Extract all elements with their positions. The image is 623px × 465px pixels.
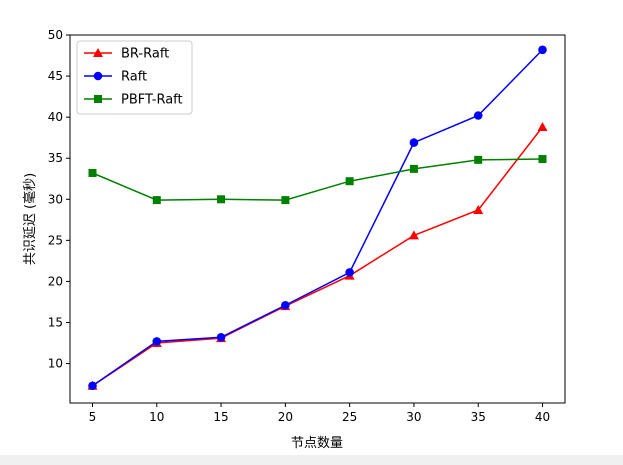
y-tick-label: 40 xyxy=(48,110,63,124)
data-point xyxy=(409,138,419,147)
data-point xyxy=(473,204,484,214)
data-point xyxy=(216,332,226,342)
y-tick-label: 35 xyxy=(48,151,63,165)
data-point xyxy=(88,169,97,177)
series-pbft-raft xyxy=(88,155,547,205)
x-tick-label: 15 xyxy=(213,410,228,424)
y-tick-label: 25 xyxy=(48,233,63,247)
data-point xyxy=(152,196,161,205)
y-tick-label: 45 xyxy=(48,69,63,83)
series-line xyxy=(92,158,543,201)
data-point xyxy=(537,122,548,131)
y-tick-label: 10 xyxy=(48,357,63,371)
data-point xyxy=(88,381,97,391)
x-tick-label: 30 xyxy=(406,410,421,424)
data-point xyxy=(217,195,226,204)
x-tick-label: 5 xyxy=(89,410,97,424)
legend-marker xyxy=(94,95,102,103)
x-tick-label: 40 xyxy=(535,410,550,424)
series-line xyxy=(92,126,544,387)
legend-marker xyxy=(93,48,103,57)
legend-entry: BR-Raft xyxy=(84,47,169,62)
x-tick-label: 20 xyxy=(278,410,293,424)
data-point xyxy=(281,300,290,310)
data-point xyxy=(538,155,547,164)
legend-label: Raft xyxy=(121,70,147,85)
y-tick-label: 20 xyxy=(48,274,63,288)
series-line xyxy=(92,49,544,387)
x-axis-label: 节点数量 xyxy=(291,436,343,451)
data-point xyxy=(408,230,419,240)
data-point xyxy=(538,45,547,55)
data-point xyxy=(345,268,354,277)
data-point xyxy=(345,177,354,186)
x-tick-label: 25 xyxy=(342,410,357,424)
data-point xyxy=(409,164,418,173)
x-tick-label: 35 xyxy=(471,410,486,424)
y-tick-label: 30 xyxy=(48,192,63,206)
legend-entry: PBFT-Raft xyxy=(84,93,183,108)
series-raft xyxy=(88,45,547,391)
data-point xyxy=(281,196,290,205)
y-tick-label: 15 xyxy=(48,316,63,330)
legend-entry: Raft xyxy=(84,70,147,85)
axis-ticks: 5 10 15 20 25 30 35 40 10 15 20 25 30 35 40 45 50 xyxy=(48,28,550,424)
legend-label: PBFT-Raft xyxy=(121,93,183,108)
y-tick-label: 50 xyxy=(48,28,63,42)
figure-canvas: 5 10 15 20 25 30 35 40 10 15 20 25 30 35 40 45 50 节点数量 共… xyxy=(0,0,623,455)
x-tick-label: 10 xyxy=(149,410,164,424)
legend-marker xyxy=(93,71,103,81)
plot-area-frame xyxy=(69,34,566,404)
series-layer xyxy=(87,45,548,391)
legend-label: BR-Raft xyxy=(121,47,169,62)
data-point xyxy=(474,155,483,164)
data-point xyxy=(473,111,483,120)
y-axis-label: 共识延迟 (毫秒) xyxy=(22,173,38,265)
line-chart: 5 10 15 20 25 30 35 40 10 15 20 25 30 35 40 45 50 节点数量 共… xyxy=(22,28,566,451)
legend-box xyxy=(76,40,193,115)
data-point xyxy=(152,337,162,346)
legend: BR-Raft Raft PBFT-Raft xyxy=(76,40,193,115)
